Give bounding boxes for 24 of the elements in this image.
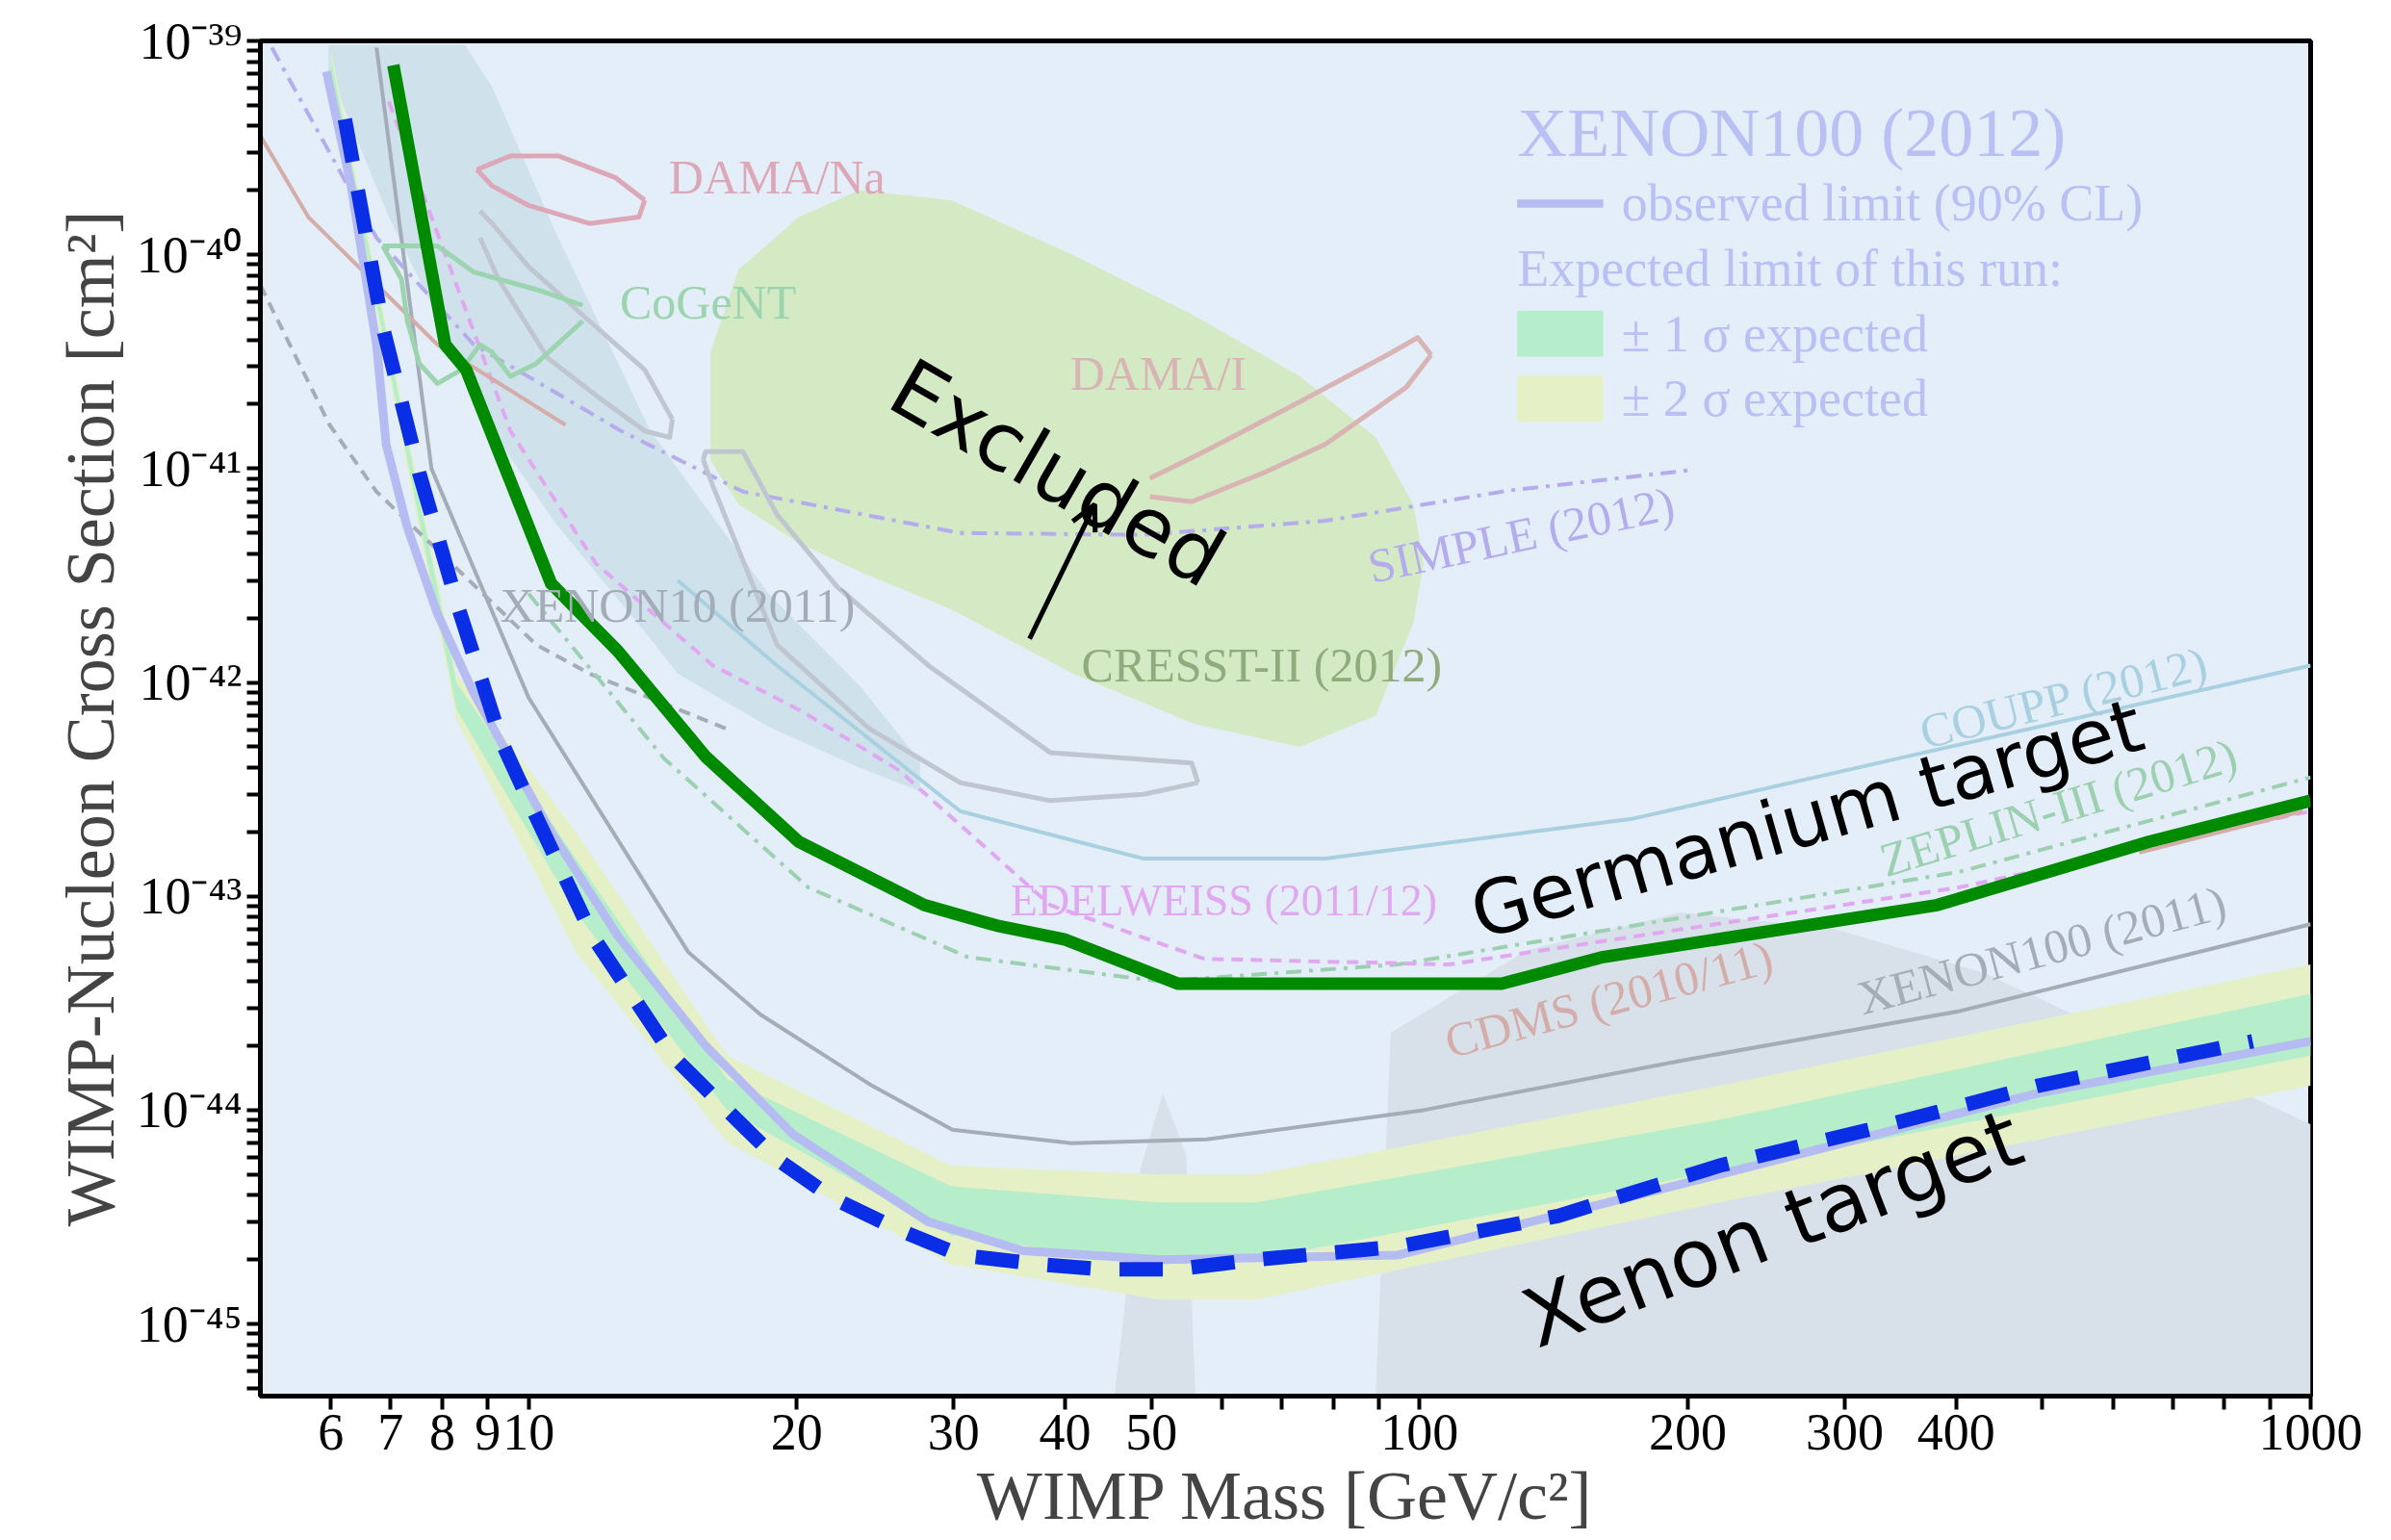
y-tick-label: 10⁻³⁹	[139, 12, 243, 70]
y-tick-label: 10⁻⁴²	[139, 654, 243, 712]
series-label: EDELWEISS (2011/12)	[1010, 875, 1438, 925]
x-tick-label: 400	[1916, 1402, 1995, 1461]
series-label: DAMA/Na	[668, 150, 886, 205]
y-tick-label: 10⁻⁴⁰	[136, 225, 243, 284]
text: Xenon target	[1510, 1090, 2035, 1367]
x-tick-label: 9	[475, 1402, 501, 1461]
x-tick-label: 300	[1805, 1402, 1884, 1461]
annotation: CRESST-II (2012)	[1081, 638, 1443, 693]
y-tick-label: 10⁻⁴³	[139, 867, 243, 926]
series-label: CoGeNT	[619, 274, 797, 329]
x-tick-label: 7	[377, 1402, 404, 1461]
y-tick-label: 10⁻⁴⁵	[136, 1295, 243, 1353]
x-tick-label: 10	[502, 1402, 555, 1461]
text: SIMPLE (2012)	[1363, 475, 1680, 594]
x-tick-label: 6	[318, 1402, 345, 1461]
x-tick-label: 20	[770, 1402, 823, 1461]
x-tick-label: 1000	[2258, 1402, 2363, 1461]
y-tick-label: 10⁻⁴⁴	[136, 1081, 243, 1140]
x-tick-label: 200	[1648, 1402, 1727, 1461]
y-tick-label: 10⁻⁴¹	[139, 439, 243, 498]
x-tick-label: 8	[428, 1402, 455, 1461]
y-axis-title: WIMP-Nucleon Cross Section [cm²]	[51, 210, 129, 1227]
